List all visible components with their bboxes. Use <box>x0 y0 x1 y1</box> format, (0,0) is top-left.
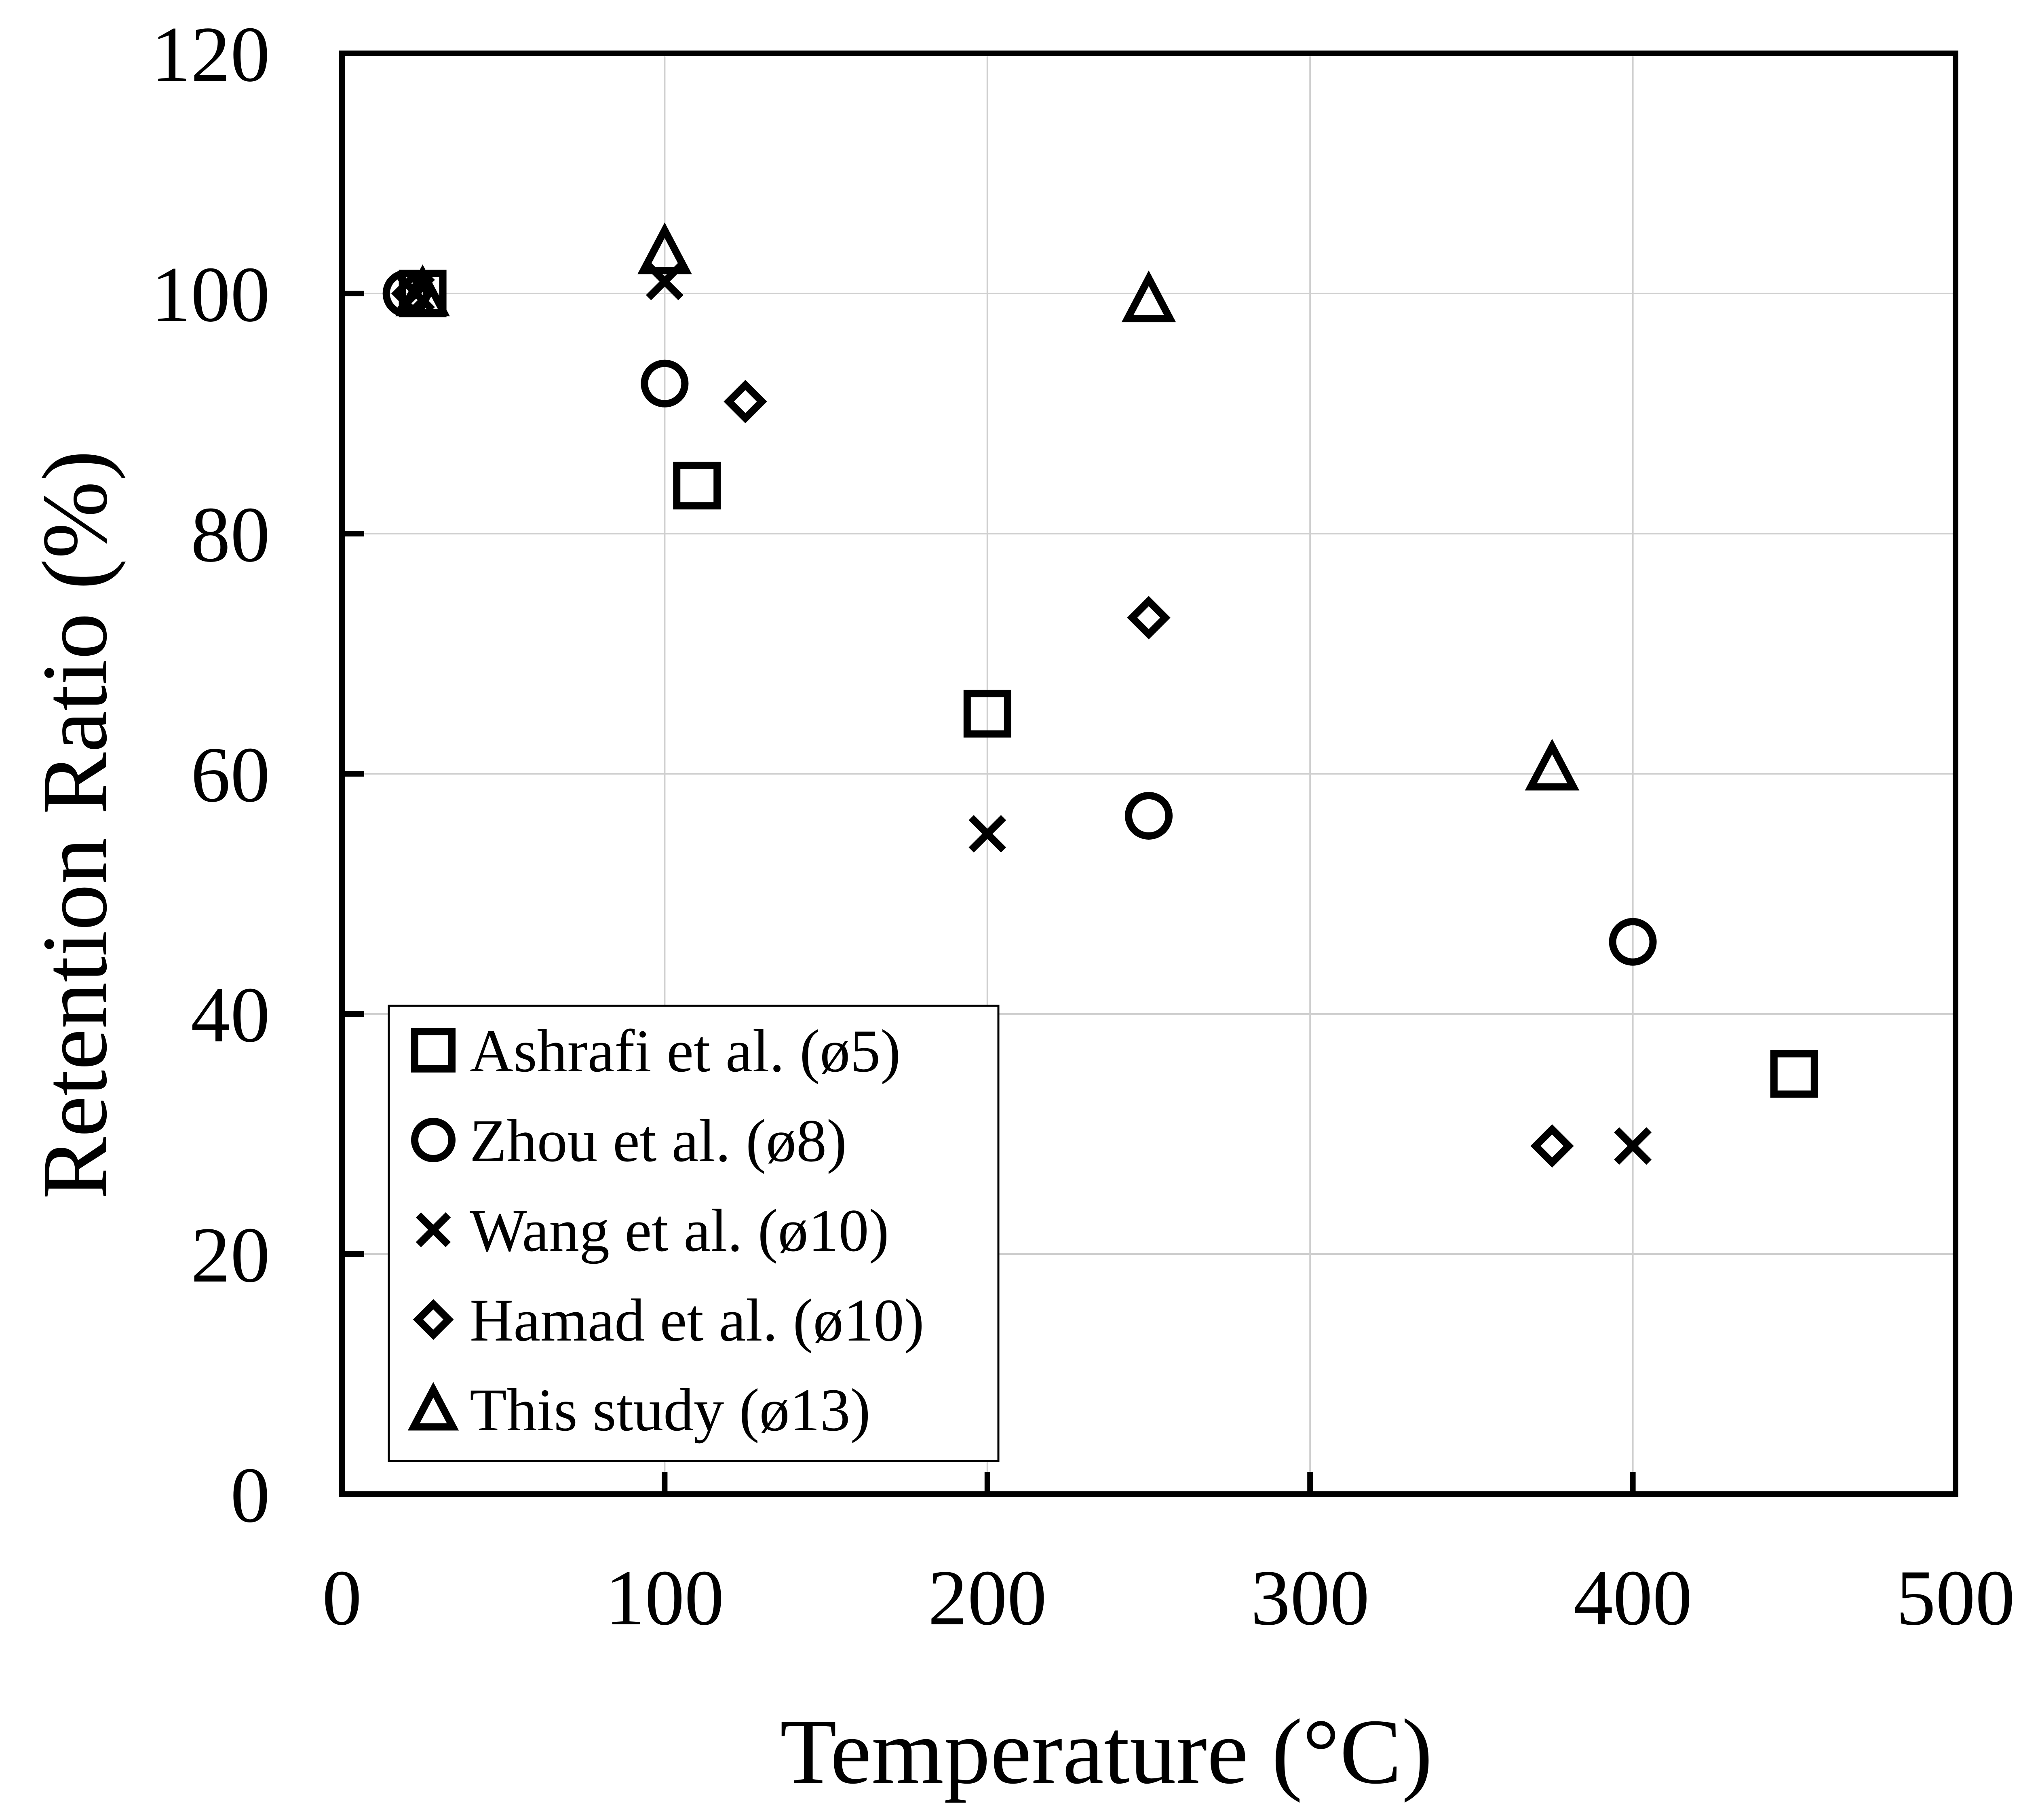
circle-data-point <box>1125 792 1173 840</box>
circle-data-point <box>1609 918 1657 966</box>
legend-box <box>388 1005 1000 1462</box>
legend-label: Ashrafi et al. (ø5) <box>470 1018 901 1085</box>
x-tick-label: 400 <box>1574 1554 1692 1642</box>
axes: 0 100 200 300 400 500 0 20 40 60 80 100 120 <box>151 11 2015 1642</box>
triangle-data-point <box>1525 739 1580 791</box>
x-tick-label: 300 <box>1251 1554 1369 1642</box>
diamond-data-point <box>1530 1124 1574 1168</box>
legend-label: This study (ø13) <box>470 1377 871 1444</box>
triangle-data-point <box>395 264 450 317</box>
legend: Ashrafi et al. (ø5) Zhou et al. (ø8) Wang … <box>388 1005 1000 1462</box>
triangle-data-point <box>1121 270 1176 323</box>
y-tick-label: 80 <box>191 491 270 579</box>
x-tick-label: 100 <box>605 1554 724 1642</box>
diamond-data-point <box>724 380 767 424</box>
x-data-point <box>1614 1127 1652 1165</box>
x-data-point <box>968 815 1006 853</box>
legend-label: Zhou et al. (ø8) <box>470 1107 847 1174</box>
triangle-data-point <box>637 222 692 274</box>
legend-x-icon <box>416 1212 451 1248</box>
legend-circle-icon <box>411 1118 456 1162</box>
legend-label: Hamad et al. (ø10) <box>470 1287 924 1354</box>
x-tick-label: 200 <box>928 1554 1047 1642</box>
x-tick-label: 500 <box>1896 1554 2015 1642</box>
y-tick-label: 100 <box>151 251 270 338</box>
diamond-data-point <box>1127 596 1171 640</box>
y-tick-label: 20 <box>191 1211 270 1299</box>
square-data-point <box>673 462 721 510</box>
y-tick-label: 60 <box>191 731 270 819</box>
circle-data-point <box>641 359 689 407</box>
y-tick-label: 0 <box>230 1451 270 1539</box>
x-tick-label: 0 <box>322 1554 362 1642</box>
x-axis-title: Temperature (°C) <box>780 1700 1433 1803</box>
legend-square-icon <box>411 1028 456 1073</box>
square-data-point <box>963 690 1011 738</box>
data-points <box>382 222 1818 1168</box>
legend-diamond-icon <box>413 1299 454 1340</box>
legend-label: Wang et al. (ø10) <box>470 1197 889 1264</box>
square-data-point <box>1770 1050 1818 1098</box>
legend-triangle-icon <box>407 1382 459 1431</box>
y-tick-label: 40 <box>191 971 270 1059</box>
y-axis-title: Retention Ratio (%) <box>23 450 126 1199</box>
y-tick-label: 120 <box>151 11 270 98</box>
